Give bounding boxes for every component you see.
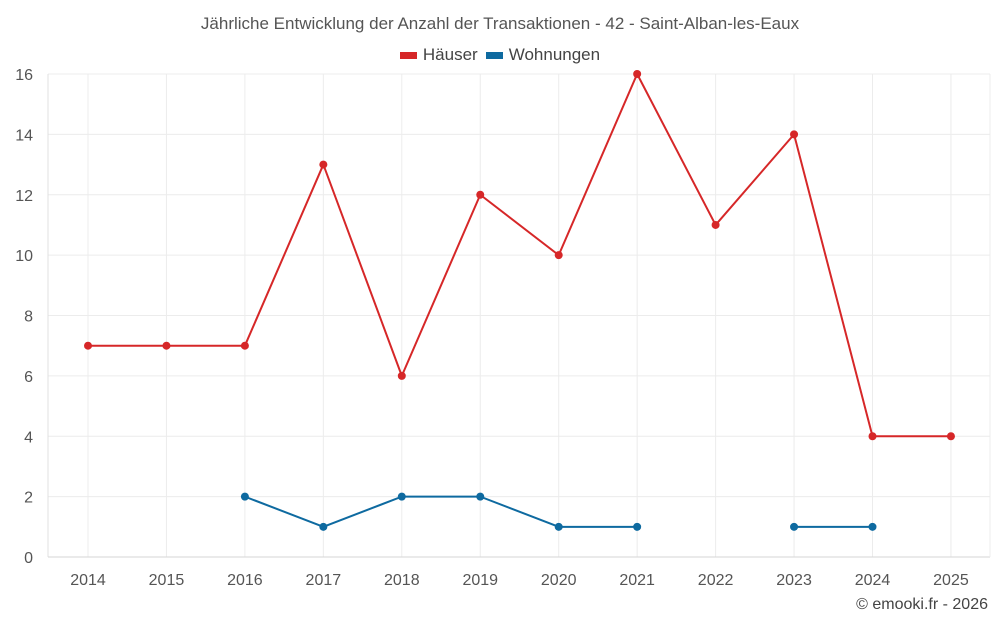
y-tick-label: 10	[15, 248, 33, 265]
x-tick-label: 2024	[855, 572, 891, 589]
data-point-haeuser	[554, 251, 563, 260]
x-tick-label: 2018	[384, 572, 420, 589]
x-tick-label: 2014	[70, 572, 106, 589]
x-tick-label: 2019	[462, 572, 498, 589]
x-tick-label: 2017	[306, 572, 342, 589]
chart-title: Jährliche Entwicklung der Anzahl der Tra…	[200, 14, 800, 33]
legend-swatch-haeuser	[399, 51, 417, 59]
axes: 0 2 4 6 8 10 12 14 16 2014 2015 2016 2017 2018 2019 202…	[15, 67, 991, 589]
data-point-wohnungen	[868, 522, 877, 531]
data-point-haeuser	[868, 432, 877, 441]
legend-label-wohnungen: Wohnungen	[508, 45, 601, 64]
legend-item-haeuser[interactable]: Häuser	[399, 45, 478, 65]
y-tick-label: 4	[24, 429, 33, 446]
x-tick-label: 2021	[619, 572, 655, 589]
data-point-haeuser	[397, 371, 406, 380]
data-point-haeuser	[790, 130, 799, 139]
legend-swatch-wohnungen	[485, 51, 503, 59]
series-line-wohnungen	[244, 495, 638, 528]
data-point-wohnungen	[554, 522, 563, 531]
x-tick-label: 2016	[227, 572, 263, 589]
x-tick-label: 2020	[541, 572, 577, 589]
chart-legend: Häuser Wohnungen	[0, 45, 1000, 65]
x-tick-label: 2023	[776, 572, 812, 589]
data-point-haeuser	[633, 70, 642, 78]
y-tick-label: 2	[24, 490, 33, 507]
x-tick-label: 2022	[698, 572, 734, 589]
data-point-wohnungen	[790, 522, 799, 531]
y-tick-label: 8	[24, 309, 33, 326]
y-tick-label: 12	[15, 188, 33, 205]
grid	[48, 73, 990, 557]
data-point-wohnungen	[397, 492, 406, 501]
series-layer	[84, 70, 955, 531]
data-point-haeuser	[946, 432, 955, 441]
legend-label-haeuser: Häuser	[422, 45, 478, 64]
data-point-haeuser	[84, 341, 92, 350]
y-tick-label: 0	[24, 550, 33, 567]
y-tick-label: 6	[24, 369, 33, 386]
data-point-haeuser	[319, 160, 328, 169]
y-tick-label: 16	[15, 67, 33, 84]
data-point-wohnungen	[476, 492, 485, 501]
y-tick-label: 14	[15, 127, 33, 144]
data-point-wohnungen	[633, 522, 642, 531]
x-tick-label: 2025	[933, 572, 969, 589]
credit-text: © emooki.fr - 2026	[856, 596, 988, 613]
data-point-haeuser	[476, 190, 485, 199]
series-line-haeuser	[88, 73, 951, 438]
data-point-wohnungen	[240, 492, 249, 501]
data-point-wohnungen	[319, 522, 328, 531]
data-point-haeuser	[240, 341, 249, 350]
data-point-haeuser	[162, 341, 171, 350]
data-point-haeuser	[711, 220, 720, 229]
legend-item-wohnungen[interactable]: Wohnungen	[485, 45, 601, 65]
x-tick-label: 2015	[149, 572, 185, 589]
